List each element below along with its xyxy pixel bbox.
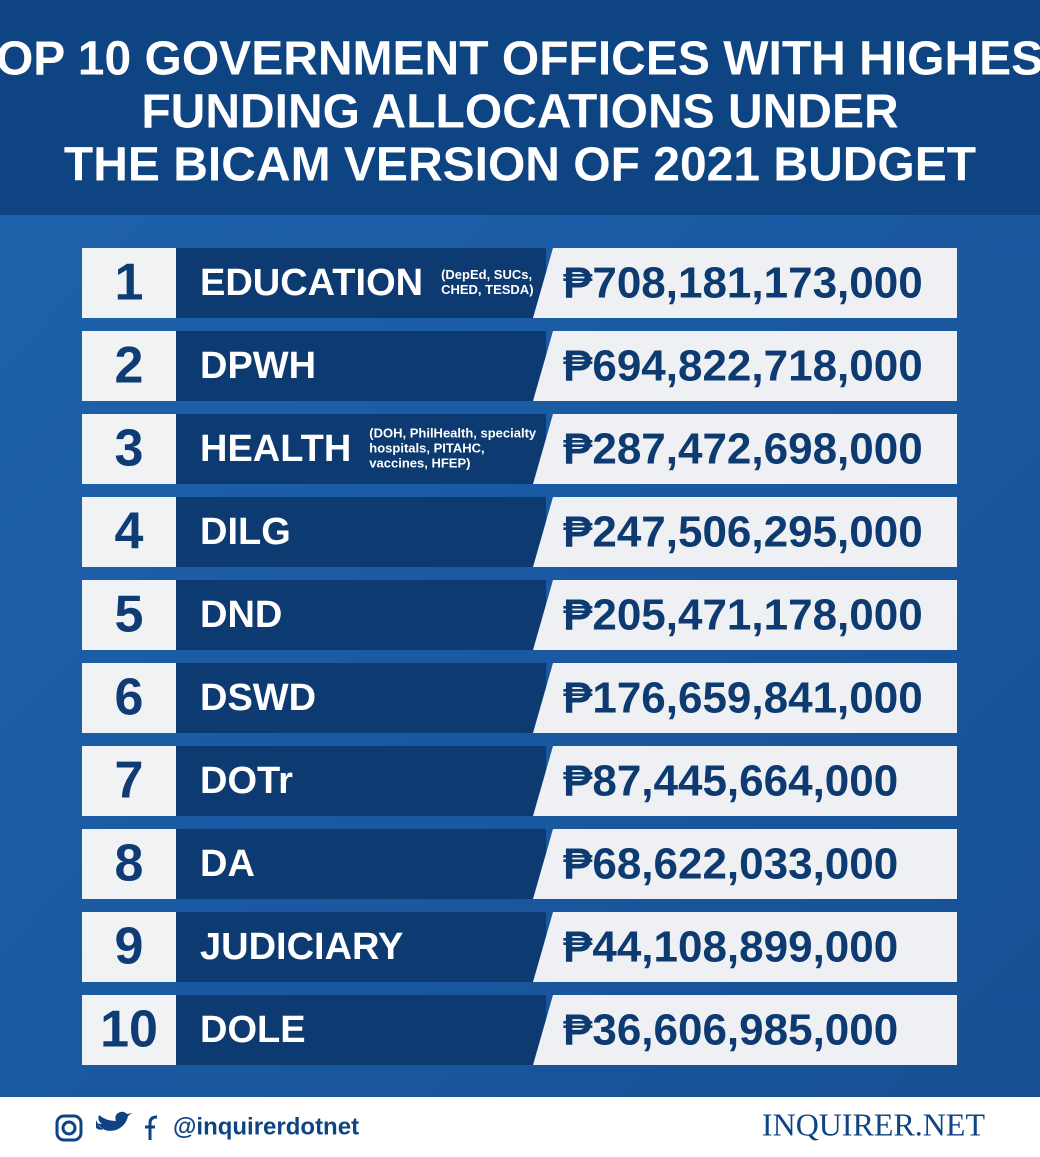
- office: DILG: [200, 511, 291, 553]
- office-cell: [176, 331, 546, 401]
- title: TOP 10 GOVERNMENT OFFICES WITH HIGHESTFU…: [0, 33, 1040, 192]
- office-note: vaccines, HFEP): [369, 455, 470, 470]
- amount: ₱44,108,899,000: [563, 923, 898, 972]
- rank-cell: [82, 414, 176, 484]
- amount-cell: [533, 248, 957, 318]
- amount-cell: [533, 331, 957, 401]
- amount: ₱205,471,178,000: [563, 591, 923, 640]
- amount-cell: [533, 414, 957, 484]
- office-cell: [176, 912, 546, 982]
- rank-cell: [82, 248, 176, 318]
- rank: 9: [115, 918, 144, 976]
- amount-cell: [533, 912, 957, 982]
- table-row: 9 JUDICIARY ₱44,108,899,000: [82, 912, 957, 982]
- title-line: THE BICAM VERSION OF 2021 BUDGET: [64, 139, 976, 192]
- rank: 3: [115, 420, 144, 478]
- rank: 10: [100, 1001, 158, 1059]
- office: HEALTH: [200, 428, 351, 470]
- amount: ₱694,822,718,000: [563, 342, 923, 391]
- facebook-icon: [145, 1115, 158, 1140]
- amount: ₱87,445,664,000: [563, 757, 898, 806]
- table-row: 5 DND ₱205,471,178,000: [82, 580, 957, 650]
- twitter-icon: [96, 1111, 132, 1131]
- office: DND: [200, 594, 282, 636]
- office: DA: [200, 843, 255, 885]
- rank-cell: [82, 912, 176, 982]
- table-row: 2 DPWH ₱694,822,718,000: [82, 331, 957, 401]
- office-note: CHED, TESDA): [441, 282, 533, 297]
- rank-cell: [82, 331, 176, 401]
- table-row: 6 DSWD ₱176,659,841,000: [82, 663, 957, 733]
- header-band: [0, 0, 1040, 215]
- rank: 8: [115, 835, 144, 893]
- title-line: TOP 10 GOVERNMENT OFFICES WITH HIGHEST: [0, 33, 1040, 86]
- social-handle: @inquirerdotnet: [173, 1113, 359, 1140]
- rank: 6: [115, 669, 144, 727]
- table-row: 7 DOTr ₱87,445,664,000: [82, 746, 957, 816]
- amount: ₱176,659,841,000: [563, 674, 923, 723]
- instagram-icon: [55, 1114, 83, 1142]
- amount-cell: [533, 580, 957, 650]
- table-row: 8 DA ₱68,622,033,000: [82, 829, 957, 899]
- amount: ₱36,606,985,000: [563, 1006, 898, 1055]
- office-cell: [176, 746, 546, 816]
- office: JUDICIARY: [200, 926, 403, 968]
- amount-cell: [533, 995, 957, 1065]
- office-cell: [176, 663, 546, 733]
- rank-cell: [82, 746, 176, 816]
- office: DPWH: [200, 345, 316, 387]
- office-cell: [176, 248, 546, 318]
- office-note: hospitals, PITAHC,: [369, 440, 484, 455]
- office-cell: [176, 995, 546, 1065]
- office-cell: [176, 829, 546, 899]
- amount: ₱708,181,173,000: [563, 259, 923, 308]
- rank: 5: [115, 586, 144, 644]
- rank: 1: [115, 254, 144, 312]
- amount-cell: [533, 663, 957, 733]
- social-icons: [55, 1111, 158, 1142]
- rank: 4: [115, 503, 144, 561]
- office: DOTr: [200, 760, 293, 802]
- table-row: 10 DOLE ₱36,606,985,000: [82, 995, 957, 1065]
- amount: ₱247,506,295,000: [563, 508, 923, 557]
- office-cell: [176, 414, 546, 484]
- table-row: 3 HEALTH (DOH, PhilHealth, specialtyhospit…: [82, 414, 957, 484]
- rank-cell: [82, 580, 176, 650]
- office: DOLE: [200, 1009, 306, 1051]
- rank-cell: [82, 829, 176, 899]
- office-note: (DepEd, SUCs,: [441, 267, 532, 282]
- office-cell: [176, 497, 546, 567]
- brand: INQUIRER.NET: [762, 1106, 986, 1142]
- amount-cell: [533, 746, 957, 816]
- office: EDUCATION: [200, 262, 423, 304]
- rank: 7: [115, 752, 144, 810]
- office-note: (DOH, PhilHealth, specialty: [369, 425, 537, 440]
- table-row: 4 DILG ₱247,506,295,000: [82, 497, 957, 567]
- rank-cell: [82, 663, 176, 733]
- footer-band: [0, 1097, 1040, 1157]
- title-line: FUNDING ALLOCATIONS UNDER: [141, 86, 898, 139]
- amount-cell: [533, 829, 957, 899]
- amount: ₱68,622,033,000: [563, 840, 898, 889]
- office-cell: [176, 580, 546, 650]
- rank: 2: [115, 337, 144, 395]
- amount-cell: [533, 497, 957, 567]
- table: 1 EDUCATION (DepEd, SUCs,CHED, TESDA) ₱708,…: [82, 248, 957, 1065]
- rank-cell: [82, 995, 176, 1065]
- rank-cell: [82, 497, 176, 567]
- amount: ₱287,472,698,000: [563, 425, 923, 474]
- instagram-lens: [61, 1120, 77, 1136]
- table-row: 1 EDUCATION (DepEd, SUCs,CHED, TESDA) ₱708,…: [82, 248, 957, 318]
- office: DSWD: [200, 677, 316, 719]
